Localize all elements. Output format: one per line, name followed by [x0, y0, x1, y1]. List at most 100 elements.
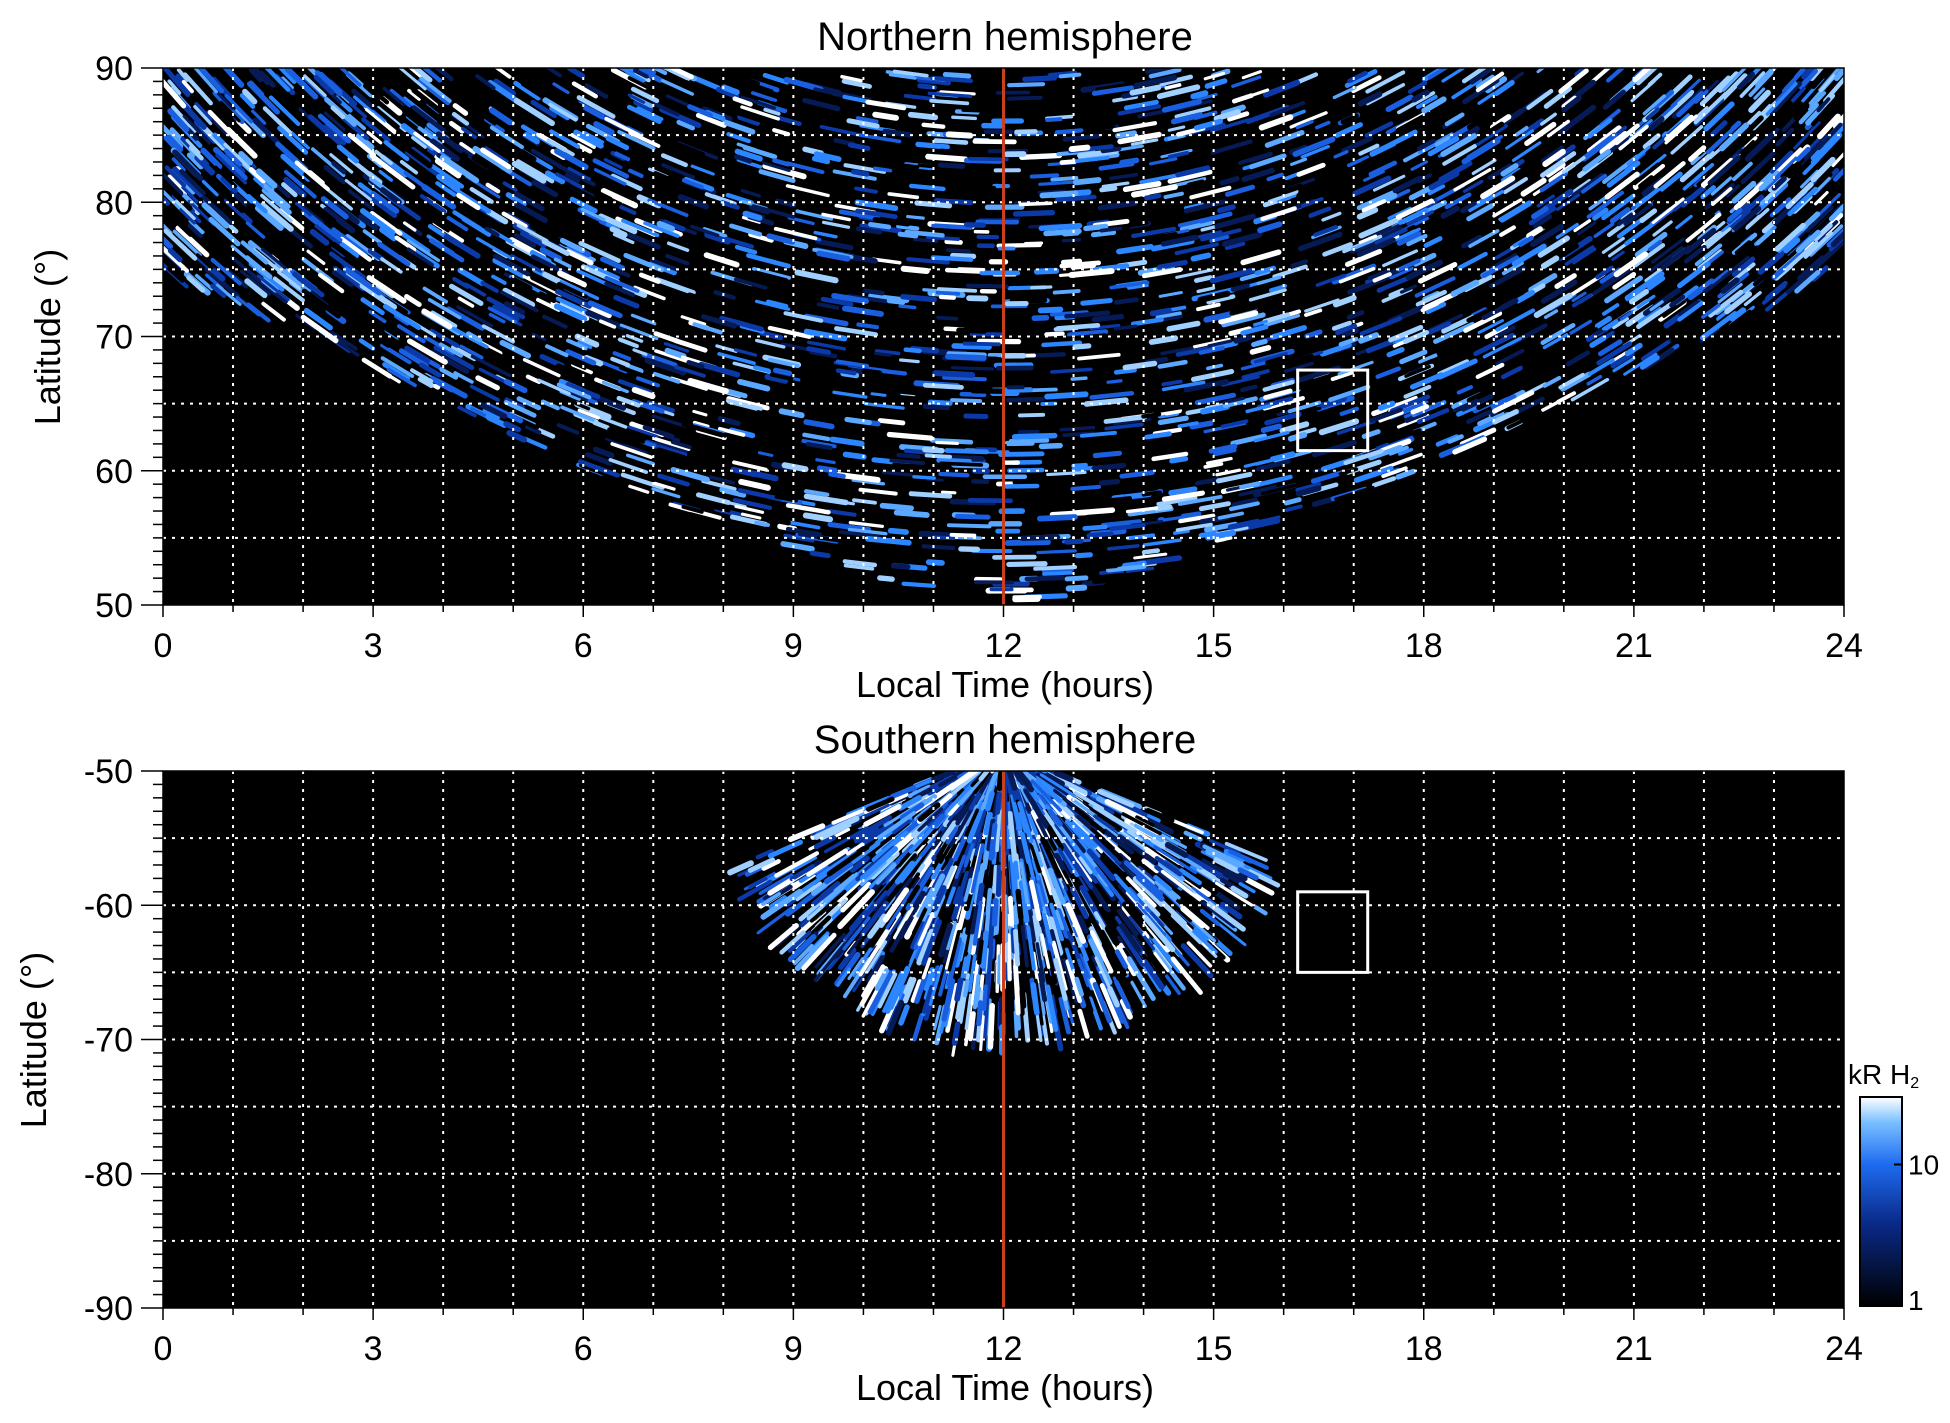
- emission-streak: [1045, 984, 1059, 1032]
- emission-streak: [998, 406, 1043, 412]
- emission-streak: [1441, 68, 1465, 83]
- emission-streak: [686, 360, 705, 369]
- emission-streak: [1060, 258, 1083, 265]
- emission-streak: [734, 244, 758, 255]
- emission-streak: [1336, 68, 1364, 82]
- emission-streak: [806, 346, 831, 355]
- emission-streak: [1145, 807, 1175, 823]
- emission-streak: [809, 349, 838, 359]
- north-title: Northern hemisphere: [817, 15, 1193, 59]
- emission-streak: [1380, 452, 1423, 471]
- emission-streak: [560, 405, 595, 422]
- emission-streak: [450, 344, 477, 362]
- emission-streak: [359, 208, 396, 236]
- emission-streak: [1356, 190, 1396, 211]
- emission-streak: [1771, 175, 1787, 191]
- emission-streak: [792, 943, 814, 966]
- emission-streak: [633, 68, 649, 79]
- emission-streak: [939, 461, 984, 467]
- emission-streak: [313, 74, 335, 96]
- emission-streak: [300, 314, 339, 344]
- emission-streak: [819, 125, 862, 137]
- emission-streak: [1113, 324, 1138, 331]
- emission-streak: [1161, 380, 1206, 392]
- emission-streak: [1739, 115, 1764, 140]
- emission-streak: [1119, 922, 1142, 953]
- emission-streak: [523, 436, 548, 450]
- emission-streak: [918, 530, 954, 539]
- emission-streak: [1385, 94, 1414, 113]
- emission-streak: [1193, 118, 1224, 131]
- emission-streak: [1210, 139, 1253, 155]
- emission-streak: [1059, 425, 1096, 432]
- emission-streak: [1322, 242, 1353, 257]
- emission-streak: [1165, 974, 1181, 995]
- emission-streak: [164, 165, 187, 188]
- emission-streak: [1213, 857, 1241, 874]
- emission-streak: [1194, 392, 1237, 406]
- emission-streak: [1023, 788, 1050, 829]
- emission-streak: [1720, 277, 1740, 294]
- emission-streak: [925, 559, 945, 566]
- emission-streak: [358, 214, 379, 231]
- emission-streak: [636, 106, 664, 121]
- emission-streak: [1661, 112, 1691, 139]
- x-tick-label: 3: [364, 627, 383, 665]
- emission-streak: [1618, 124, 1649, 151]
- emission-streak: [1064, 310, 1111, 319]
- emission-streak: [1506, 412, 1538, 430]
- emission-streak: [1492, 198, 1523, 218]
- emission-streak: [404, 294, 422, 308]
- emission-streak: [1581, 132, 1618, 162]
- emission-streak: [877, 972, 898, 1009]
- emission-streak: [1601, 236, 1625, 254]
- emission-streak: [1133, 552, 1168, 560]
- emission-streak: [1703, 101, 1735, 132]
- emission-streak: [475, 74, 496, 90]
- emission-streak: [491, 304, 520, 322]
- emission-streak: [1558, 68, 1589, 94]
- emission-streak: [1453, 167, 1492, 192]
- emission-streak: [1248, 153, 1287, 170]
- emission-streak: [1074, 976, 1085, 997]
- emission-streak: [1136, 965, 1161, 1002]
- emission-streak: [1406, 210, 1434, 226]
- south-y-axis: -90-80-70-60-50: [84, 753, 163, 1328]
- emission-streak: [619, 365, 662, 384]
- emission-streak: [1662, 300, 1687, 318]
- x-tick-label: 0: [154, 1330, 173, 1368]
- emission-streak: [1261, 482, 1303, 496]
- emission-streak: [966, 801, 986, 844]
- emission-streak: [559, 386, 589, 401]
- emission-streak: [174, 199, 196, 221]
- emission-streak: [1795, 146, 1811, 162]
- emission-streak: [1175, 522, 1213, 532]
- emission-streak: [929, 98, 970, 106]
- emission-streak: [1066, 889, 1082, 915]
- emission-streak: [331, 161, 347, 175]
- emission-streak: [1074, 862, 1094, 890]
- emission-streak: [968, 953, 977, 993]
- emission-streak: [1128, 915, 1156, 951]
- emission-streak: [268, 95, 301, 127]
- emission-streak: [1475, 153, 1496, 168]
- emission-streak: [1574, 68, 1589, 78]
- emission-streak: [584, 222, 613, 238]
- emission-streak: [1159, 74, 1194, 87]
- emission-streak: [1231, 75, 1262, 88]
- emission-streak: [1177, 421, 1199, 428]
- emission-streak: [565, 349, 597, 366]
- emission-streak: [1555, 222, 1579, 240]
- emission-streak: [614, 151, 631, 162]
- emission-streak: [1487, 163, 1512, 181]
- emission-streak: [945, 920, 957, 951]
- emission-streak: [292, 271, 325, 298]
- emission-streak: [887, 192, 920, 200]
- emission-streak: [600, 417, 637, 435]
- emission-streak: [194, 101, 213, 121]
- emission-streak: [464, 282, 487, 297]
- emission-streak: [1093, 804, 1137, 834]
- emission-streak: [899, 802, 925, 821]
- emission-streak: [1832, 113, 1844, 130]
- emission-streak: [831, 808, 864, 825]
